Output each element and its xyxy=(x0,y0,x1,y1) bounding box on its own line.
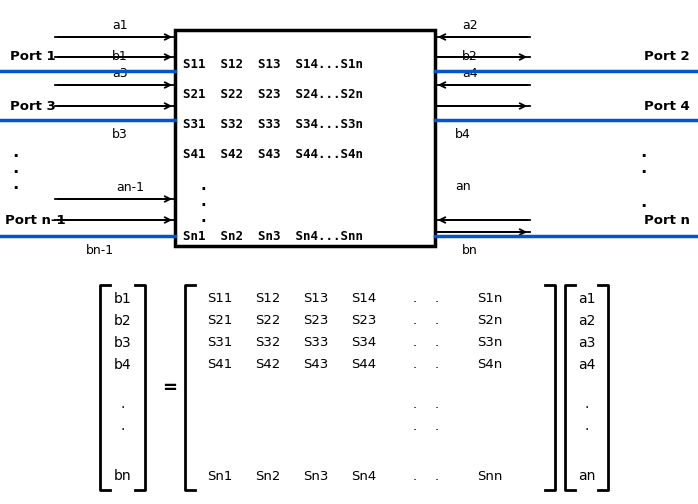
Text: .: . xyxy=(413,470,417,482)
Text: Sn3: Sn3 xyxy=(304,470,329,482)
Text: Sn1  Sn2  Sn3  Sn4...Snn: Sn1 Sn2 Sn3 Sn4...Snn xyxy=(183,229,363,242)
Text: bn-1: bn-1 xyxy=(86,243,114,257)
Text: Port 2: Port 2 xyxy=(644,50,690,64)
Text: .: . xyxy=(12,143,18,161)
Text: b3: b3 xyxy=(114,336,131,350)
Text: S23: S23 xyxy=(351,314,377,328)
Text: .: . xyxy=(12,175,18,193)
Text: a4: a4 xyxy=(462,67,478,80)
Text: Port n: Port n xyxy=(644,214,690,226)
Text: S43: S43 xyxy=(304,358,329,371)
Text: S41: S41 xyxy=(207,358,232,371)
Text: b4: b4 xyxy=(114,358,131,372)
Text: S22: S22 xyxy=(255,314,281,328)
Text: .: . xyxy=(413,419,417,432)
Text: Sn4: Sn4 xyxy=(351,470,377,482)
Text: an-1: an-1 xyxy=(116,181,144,194)
Text: .: . xyxy=(413,398,417,410)
Text: .: . xyxy=(200,178,206,194)
Text: Port 4: Port 4 xyxy=(644,99,690,112)
Text: Port 1: Port 1 xyxy=(10,50,56,64)
Text: .: . xyxy=(640,143,646,161)
Text: .: . xyxy=(435,292,439,305)
Text: b2: b2 xyxy=(462,50,478,64)
Text: bn: bn xyxy=(462,243,478,257)
Text: Port 3: Port 3 xyxy=(10,99,56,112)
Text: a3: a3 xyxy=(578,336,595,350)
Text: =: = xyxy=(163,379,177,397)
Text: S44: S44 xyxy=(351,358,376,371)
Text: .: . xyxy=(435,314,439,328)
Text: S41  S42  S43  S44...S4n: S41 S42 S43 S44...S4n xyxy=(183,148,363,160)
Text: a1: a1 xyxy=(578,292,595,306)
Text: b3: b3 xyxy=(112,128,128,141)
Text: Sn1: Sn1 xyxy=(207,470,232,482)
Text: S1n: S1n xyxy=(477,292,503,305)
Text: S33: S33 xyxy=(304,337,329,349)
Text: b4: b4 xyxy=(455,128,470,141)
Text: .: . xyxy=(413,292,417,305)
Text: .: . xyxy=(435,337,439,349)
Text: .: . xyxy=(584,419,588,433)
Text: S32: S32 xyxy=(255,337,281,349)
Text: S31: S31 xyxy=(207,337,232,349)
Text: Snn: Snn xyxy=(477,470,503,482)
Text: .: . xyxy=(200,211,206,225)
Text: bn: bn xyxy=(114,469,131,483)
Text: S21  S22  S23  S24...S2n: S21 S22 S23 S24...S2n xyxy=(183,88,363,100)
Text: S31  S32  S33  S34...S3n: S31 S32 S33 S34...S3n xyxy=(183,117,363,131)
Text: .: . xyxy=(435,470,439,482)
Text: S11: S11 xyxy=(207,292,232,305)
Text: a1: a1 xyxy=(112,19,128,32)
Text: S13: S13 xyxy=(304,292,329,305)
Text: S14: S14 xyxy=(351,292,377,305)
Text: .: . xyxy=(120,397,125,411)
Text: a2: a2 xyxy=(578,314,595,328)
Text: S3n: S3n xyxy=(477,337,503,349)
Text: .: . xyxy=(413,314,417,328)
Text: an: an xyxy=(578,469,595,483)
Text: a4: a4 xyxy=(578,358,595,372)
Text: S4n: S4n xyxy=(477,358,503,371)
Bar xyxy=(175,30,435,246)
Text: Port n-1: Port n-1 xyxy=(5,214,66,226)
Text: S23: S23 xyxy=(304,314,329,328)
Text: a2: a2 xyxy=(462,19,478,32)
Text: S21: S21 xyxy=(207,314,232,328)
Text: S42: S42 xyxy=(255,358,281,371)
Text: S12: S12 xyxy=(255,292,281,305)
Text: .: . xyxy=(640,159,646,177)
Text: .: . xyxy=(435,358,439,371)
Text: Sn2: Sn2 xyxy=(255,470,281,482)
Text: .: . xyxy=(413,358,417,371)
Text: S34: S34 xyxy=(351,337,377,349)
Text: .: . xyxy=(12,159,18,177)
Text: b2: b2 xyxy=(114,314,131,328)
Text: .: . xyxy=(435,419,439,432)
Text: S11  S12  S13  S14...S1n: S11 S12 S13 S14...S1n xyxy=(183,58,363,72)
Text: .: . xyxy=(413,337,417,349)
Text: .: . xyxy=(120,419,125,433)
Text: an: an xyxy=(455,179,470,193)
Text: b1: b1 xyxy=(114,292,131,306)
Text: .: . xyxy=(435,398,439,410)
Text: a3: a3 xyxy=(112,67,128,80)
Text: S2n: S2n xyxy=(477,314,503,328)
Text: .: . xyxy=(640,193,646,211)
Text: b1: b1 xyxy=(112,50,128,64)
Text: .: . xyxy=(200,195,206,210)
Text: .: . xyxy=(584,397,588,411)
